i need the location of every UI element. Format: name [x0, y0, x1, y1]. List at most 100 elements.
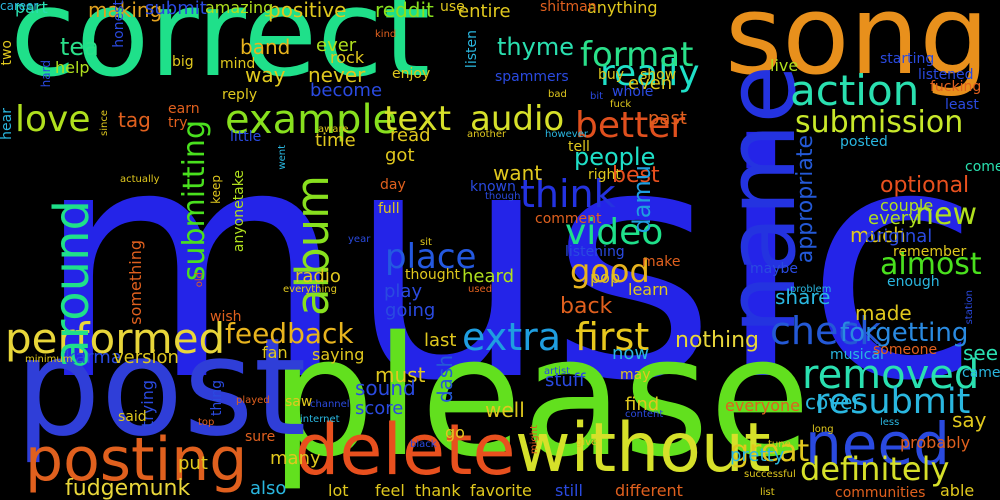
cloud-word-much: much — [850, 223, 906, 247]
cloud-word-thank: thank — [415, 481, 461, 500]
cloud-word-hear: hear — [0, 108, 15, 140]
cloud-word-little: little — [230, 129, 262, 145]
cloud-word-good: good — [570, 252, 650, 290]
cloud-word-listening: listening — [565, 244, 625, 260]
cloud-word-station: station — [964, 290, 975, 325]
cloud-word-part: part — [15, 0, 48, 17]
cloud-word-way: way — [245, 63, 286, 87]
cloud-word-rock: rock — [330, 48, 365, 67]
cloud-word-version: version — [113, 347, 179, 368]
cloud-word-ever: ever — [316, 35, 357, 56]
cloud-word-text: text — [384, 99, 452, 139]
cloud-word-place: place — [385, 237, 477, 277]
cloud-word-known: known — [470, 179, 516, 195]
cloud-word-maybe: maybe — [750, 261, 799, 277]
cloud-word-extra: extra — [462, 315, 562, 359]
cloud-word-amazing: amazing — [205, 0, 274, 17]
cloud-word-video: video — [565, 212, 664, 253]
cloud-word-original: original — [865, 226, 933, 247]
cloud-word-listen: listen — [464, 30, 480, 69]
cloud-word-forgetting: forgetting — [840, 318, 969, 348]
cloud-word-thought: thought — [405, 267, 461, 283]
cloud-word-posted: posted — [840, 134, 888, 150]
cloud-word-year: year — [348, 234, 371, 245]
cloud-word-someone: someone — [873, 342, 938, 358]
cloud-word-two: two — [0, 40, 15, 66]
cloud-word-many: many — [270, 448, 321, 469]
cloud-word-even: even — [628, 73, 673, 94]
cloud-word-couple: couple — [880, 196, 934, 215]
cloud-word-pretty: pretty — [730, 445, 785, 466]
cloud-word-full: full — [378, 201, 400, 217]
cloud-word-lot: lot — [328, 481, 349, 500]
cloud-word-whole: whole — [612, 84, 654, 100]
cloud-word-please: please — [270, 301, 811, 493]
cloud-word-black: black — [410, 439, 437, 450]
cloud-word-must: must — [375, 363, 426, 387]
cloud-word-though: though — [485, 191, 521, 202]
cloud-word-everyone: everyone — [725, 396, 800, 415]
cloud-word-audio: audio — [470, 99, 565, 139]
cloud-word-problem: problem — [790, 284, 832, 295]
cloud-word-fudgemunk: fudgemunk — [65, 476, 191, 500]
cloud-word-comment: comment — [535, 211, 602, 227]
cloud-word-actually: actually — [120, 174, 160, 185]
cloud-word-saw: saw — [285, 394, 313, 410]
cloud-word-buy: buy — [598, 67, 625, 83]
cloud-word-submitting: submitting — [177, 120, 212, 282]
cloud-word-stuff: stuff — [545, 370, 586, 391]
cloud-word-big: big — [172, 54, 194, 70]
cloud-word-play: play — [384, 281, 423, 302]
cloud-word-music: music — [35, 79, 982, 451]
cloud-word-list: list — [760, 487, 775, 498]
cloud-word-first: first — [575, 315, 650, 359]
cloud-word-never: never — [308, 63, 366, 87]
cloud-word-time: time — [315, 130, 356, 151]
cloud-word-also: also — [250, 478, 287, 499]
cloud-word-might: might — [529, 425, 540, 455]
cloud-word-sit: sit — [420, 237, 432, 248]
cloud-word-definitely: definitely — [800, 450, 950, 488]
cloud-word-bit: bit — [590, 91, 604, 102]
cloud-word-feedback: feedback — [225, 317, 354, 350]
cloud-word-since: since — [99, 110, 110, 136]
cloud-word-posting: posting — [25, 425, 248, 495]
cloud-word-back: back — [560, 294, 613, 319]
cloud-word-minimum: minimum — [25, 354, 73, 365]
cloud-word-feel: feel — [375, 481, 405, 500]
cloud-word-example: example — [225, 97, 398, 143]
cloud-word-mind: mind — [220, 56, 256, 72]
cloud-word-come: come — [965, 159, 1000, 175]
cloud-word-fucking: fucking — [930, 79, 982, 95]
cloud-word-band: band — [240, 35, 291, 59]
cloud-word-best: best — [612, 163, 660, 188]
cloud-word-making: making — [88, 0, 163, 22]
cloud-word-radio: radio — [295, 266, 341, 287]
cloud-word-reply: reply — [222, 87, 258, 103]
cloud-word-now: now — [612, 343, 650, 364]
cloud-word-give: give — [576, 437, 598, 448]
cloud-word-spammers: spammers — [495, 69, 569, 85]
cloud-word-top: top — [198, 417, 215, 428]
cloud-word-different: different — [615, 481, 683, 500]
cloud-word-really: really — [600, 53, 700, 94]
cloud-word-people: people — [574, 143, 656, 171]
cloud-word-saying: saying — [312, 345, 365, 364]
cloud-word-still: still — [555, 481, 583, 500]
cloud-word-starting: starting — [880, 51, 935, 67]
cloud-word-find: find — [625, 394, 660, 415]
cloud-word-old: old — [194, 272, 205, 288]
cloud-word-earn: earn — [168, 101, 200, 117]
cloud-word-career: career — [0, 0, 39, 13]
cloud-word-thing: thing — [209, 380, 225, 417]
cloud-word-may: may — [620, 367, 651, 383]
cloud-word-love: love — [15, 99, 91, 140]
cloud-word-submit: submit — [145, 0, 207, 19]
cloud-word-anything: anything — [587, 0, 658, 17]
cloud-word-help: help — [55, 58, 90, 77]
cloud-word-around: around — [44, 200, 100, 369]
cloud-word-remember: remember — [893, 244, 967, 260]
cloud-word-sure: sure — [245, 429, 276, 445]
cloud-word-least: least — [945, 97, 979, 113]
